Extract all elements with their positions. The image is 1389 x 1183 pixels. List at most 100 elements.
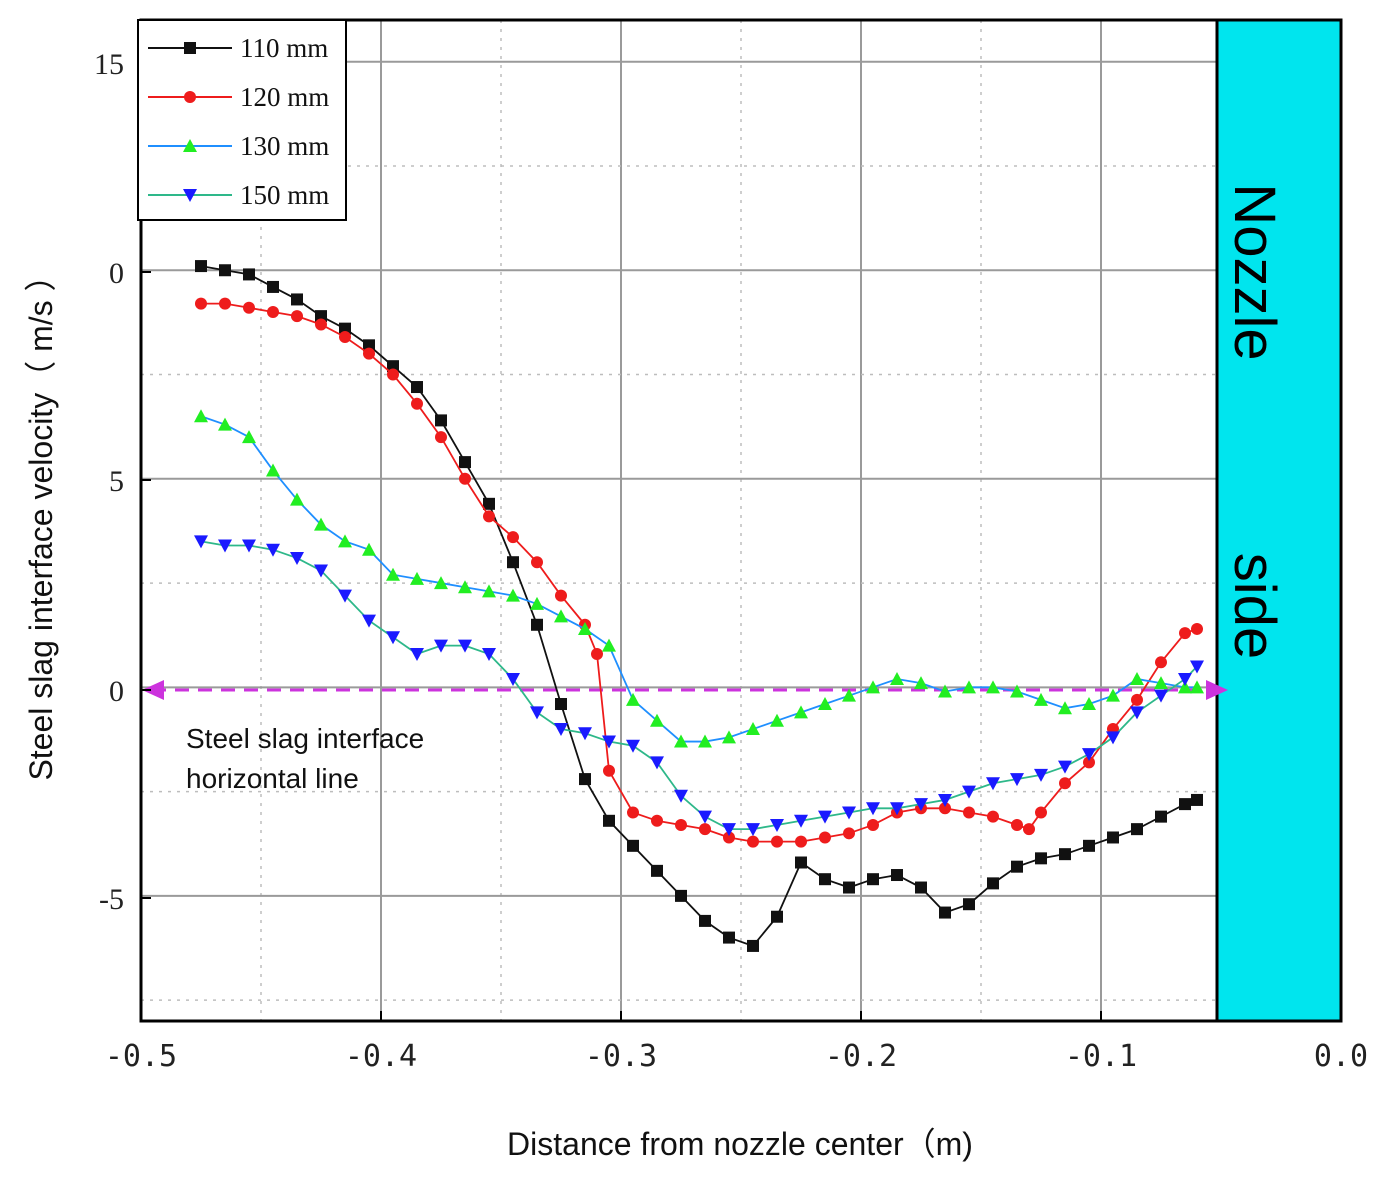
x-axis-label: Distance from nozzle center（m)	[507, 1126, 973, 1162]
data-point	[1058, 760, 1072, 774]
data-point	[794, 814, 808, 828]
data-point	[434, 576, 448, 590]
data-point	[242, 539, 256, 553]
data-point	[338, 589, 352, 603]
y-axis-label: Steel slag interface velocity（ m/s ）	[23, 259, 59, 780]
data-point	[410, 647, 424, 661]
data-point	[1178, 672, 1192, 686]
data-point	[746, 722, 760, 736]
data-point	[1106, 731, 1120, 745]
data-point	[194, 535, 208, 549]
data-point	[339, 322, 351, 335]
data-point	[195, 297, 207, 310]
data-point	[591, 647, 603, 660]
x-axis-ticks: -0.5 -0.4 -0.3 -0.2 -0.1 0.0	[105, 1011, 1368, 1074]
data-point	[795, 856, 807, 869]
data-point	[363, 339, 375, 352]
y-tick-label: 0	[109, 257, 124, 290]
data-point	[746, 823, 760, 837]
data-point	[867, 873, 879, 886]
data-point	[1035, 852, 1047, 865]
data-point	[843, 881, 855, 894]
data-point	[1083, 839, 1095, 852]
data-point	[722, 730, 736, 744]
data-point	[1155, 656, 1167, 669]
data-point	[482, 647, 496, 661]
data-point	[507, 531, 519, 544]
data-point	[555, 698, 567, 711]
data-point	[675, 818, 687, 831]
legend: 110 mm 120 mm 130 mm 150 mm	[137, 19, 347, 221]
data-point	[554, 723, 568, 737]
x-tick-label: -0.1	[1065, 1039, 1137, 1074]
data-point	[338, 534, 352, 548]
data-point	[651, 864, 663, 877]
data-point	[915, 881, 927, 894]
x-tick-label: -0.5	[105, 1039, 177, 1074]
data-point	[1011, 818, 1023, 831]
plot-frame	[139, 18, 1343, 1023]
data-point	[363, 347, 375, 360]
data-point	[747, 835, 759, 848]
data-point	[506, 672, 520, 686]
right-arrowhead-icon	[1206, 680, 1228, 700]
data-point	[267, 280, 279, 293]
data-point	[699, 914, 711, 927]
data-point	[434, 639, 448, 653]
data-point	[1130, 706, 1144, 720]
data-point	[411, 397, 423, 410]
y-tick-label: 15	[94, 48, 124, 81]
data-point	[842, 688, 856, 702]
data-point	[986, 680, 1000, 694]
series-150-mm	[194, 535, 1204, 837]
nozzle-label: Nozzle	[1222, 183, 1287, 360]
data-point	[531, 618, 543, 631]
data-point	[435, 431, 447, 444]
data-point	[723, 831, 735, 844]
x-tick-label: 0.0	[1314, 1039, 1368, 1074]
data-point	[219, 264, 231, 277]
data-point	[650, 713, 664, 727]
data-point	[578, 727, 592, 741]
data-point	[386, 567, 400, 581]
data-point	[1023, 823, 1035, 836]
data-point	[674, 789, 688, 803]
nozzle-label-group: Nozzle side	[1215, 20, 1287, 1021]
data-point	[243, 301, 255, 314]
data-point	[219, 297, 231, 310]
data-point	[627, 839, 639, 852]
data-point	[962, 785, 976, 799]
data-point	[963, 806, 975, 819]
legend-marker	[183, 189, 197, 202]
data-point	[602, 638, 616, 652]
legend-box	[137, 19, 347, 221]
y-tick-label: 5	[109, 465, 124, 498]
data-point	[1011, 860, 1023, 873]
series-layer	[194, 260, 1204, 952]
data-point	[723, 931, 735, 944]
data-point	[1155, 810, 1167, 823]
reference-line-label-line2: horizontal line	[186, 763, 359, 794]
data-point	[530, 706, 544, 720]
data-point	[602, 735, 616, 749]
data-point	[1106, 688, 1120, 702]
data-point	[891, 869, 903, 882]
data-point	[410, 571, 424, 585]
data-point	[362, 614, 376, 628]
series-line	[201, 302, 1198, 843]
data-point	[1058, 701, 1072, 715]
data-point	[578, 621, 592, 635]
y-axis-ticks: 15 0 5 0 -5	[94, 48, 151, 916]
data-point	[506, 588, 520, 602]
data-point	[890, 802, 904, 816]
left-arrowhead-icon	[142, 680, 164, 700]
data-point	[483, 497, 495, 510]
data-point	[1035, 806, 1047, 819]
data-point	[698, 810, 712, 824]
data-point	[1034, 768, 1048, 782]
data-point	[962, 680, 976, 694]
data-point	[482, 584, 496, 598]
data-point	[291, 293, 303, 306]
y-tick-label: 0	[109, 675, 124, 708]
